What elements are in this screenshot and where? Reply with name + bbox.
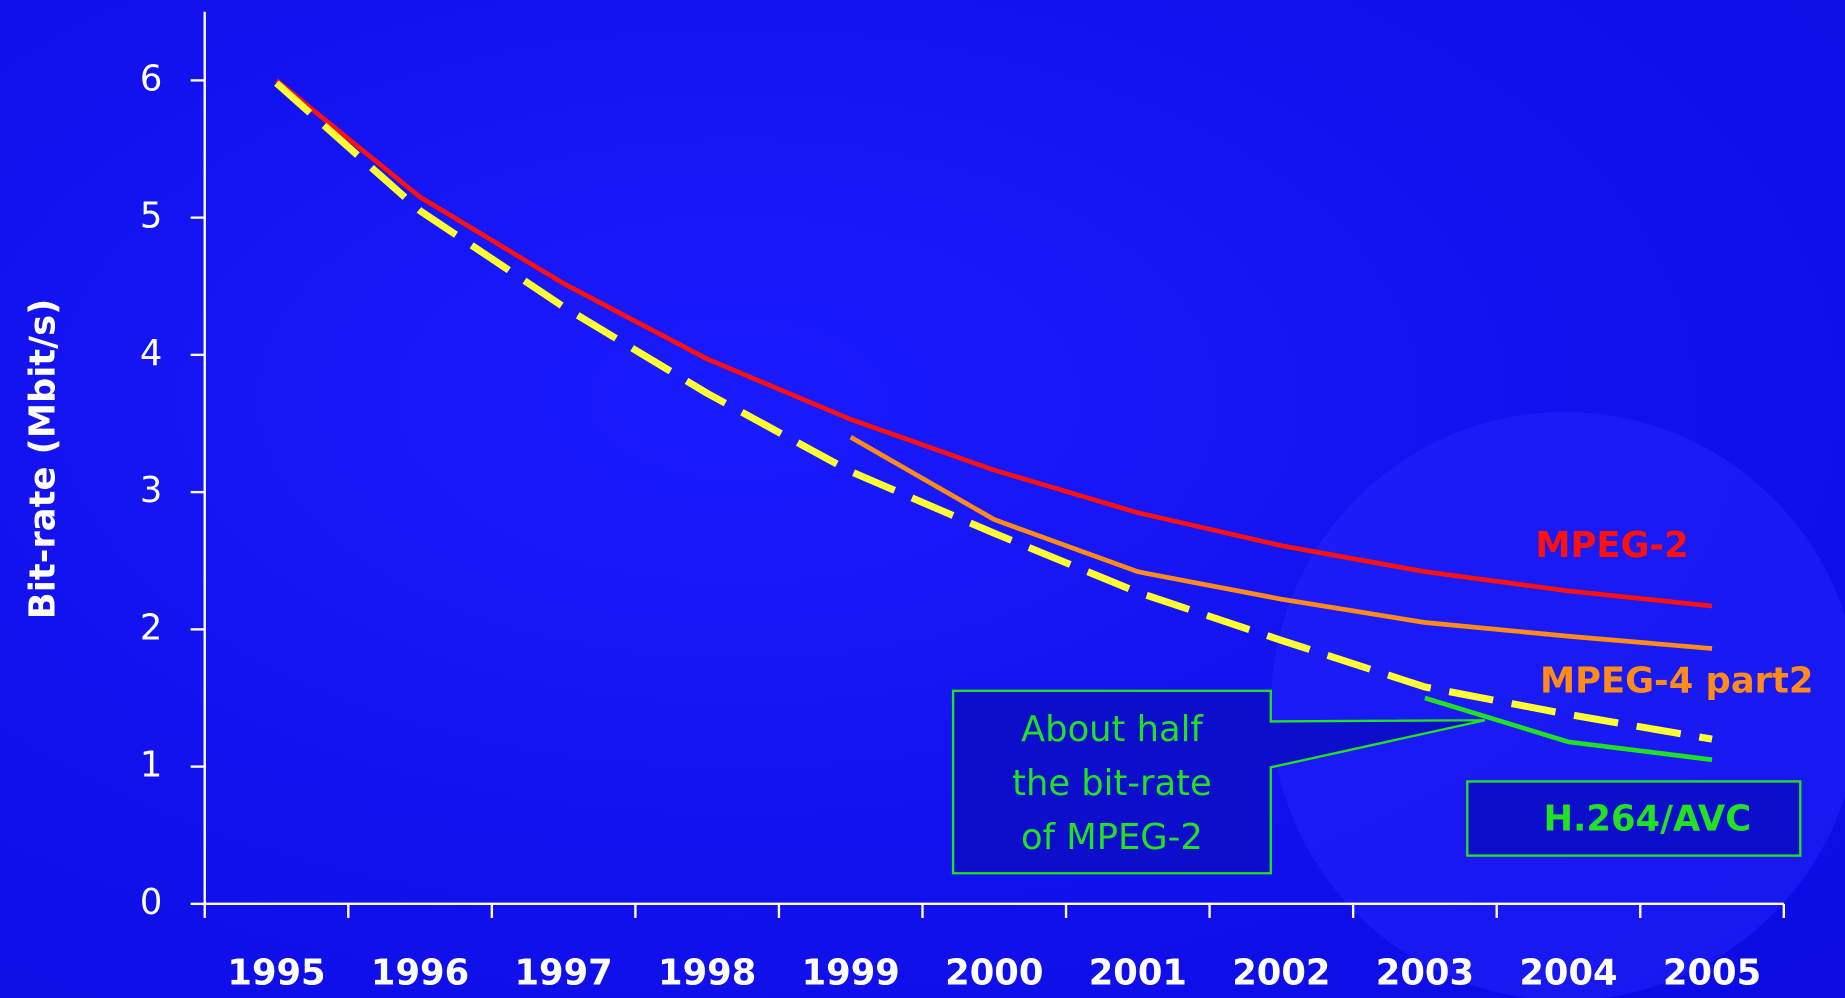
x-tick-label: 1998: [658, 952, 756, 993]
annotation-text: of MPEG-2: [1021, 817, 1203, 858]
x-tick-label: 2005: [1663, 952, 1761, 993]
annotation-text: the bit-rate: [1012, 763, 1212, 804]
annotation-text: About half: [1021, 709, 1204, 750]
x-tick-label: 1999: [802, 952, 900, 993]
series-label: H.264/AVC: [1543, 798, 1751, 839]
y-tick-label: 0: [140, 882, 162, 923]
y-axis-label: Bit-rate (Mbit/s): [23, 299, 64, 619]
x-tick-label: 2002: [1232, 952, 1330, 993]
x-tick-label: 2001: [1089, 952, 1187, 993]
x-tick-label: 1995: [227, 952, 325, 993]
series-line: [849, 435, 1713, 651]
y-tick-label: 1: [140, 745, 162, 786]
callout: [951, 689, 1486, 875]
x-tick-label: 1997: [514, 952, 612, 993]
x-tick-label: 2004: [1519, 952, 1617, 993]
series-label: MPEG-2: [1535, 525, 1688, 566]
x-tick-label: 2003: [1376, 952, 1474, 993]
series-line: [1424, 695, 1713, 763]
series-label: MPEG-4 part2: [1540, 661, 1813, 702]
label-box: [1466, 780, 1802, 857]
series-line: [275, 78, 1713, 609]
series-line: [274, 80, 1713, 743]
x-tick-label: 2000: [945, 952, 1043, 993]
y-tick-label: 3: [140, 470, 162, 511]
x-tick-label: 1996: [371, 952, 469, 993]
y-tick-label: 5: [140, 196, 162, 237]
y-tick-label: 2: [140, 607, 162, 648]
y-tick-label: 4: [140, 333, 162, 374]
y-tick-label: 6: [140, 58, 162, 99]
globe-decoration: [1270, 411, 1845, 998]
